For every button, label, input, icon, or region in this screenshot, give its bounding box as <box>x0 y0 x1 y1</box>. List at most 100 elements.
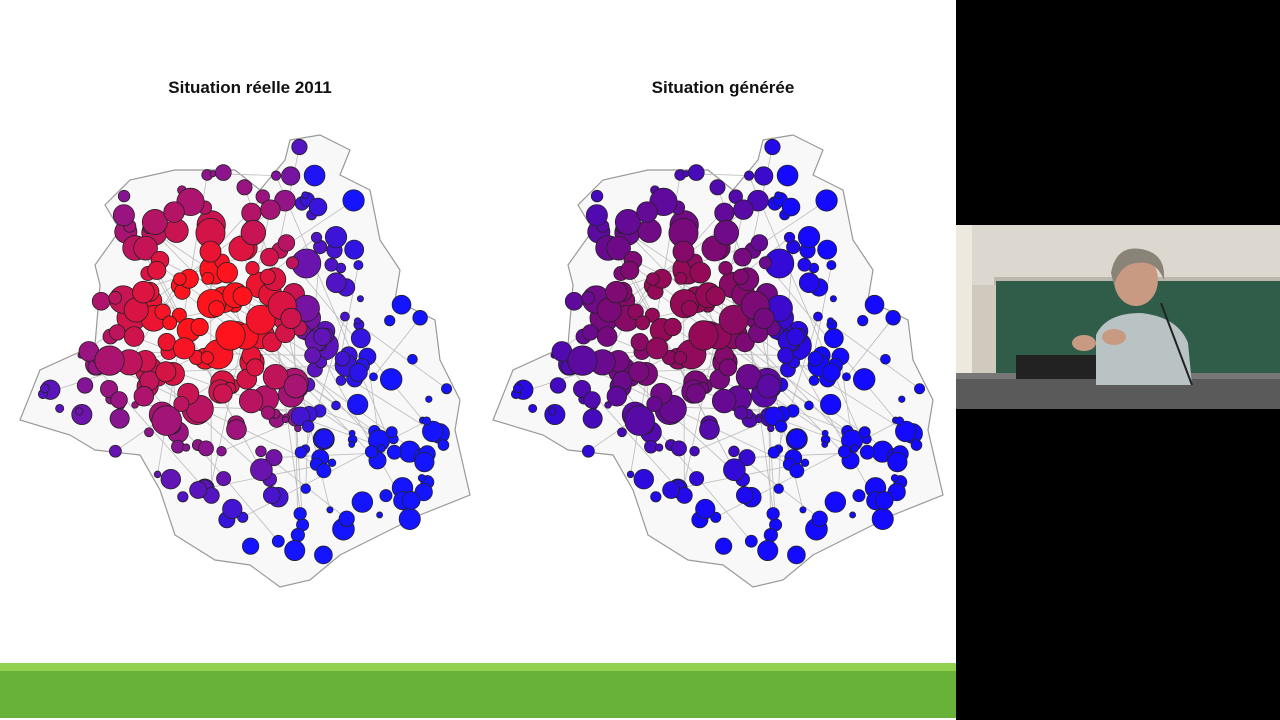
district-circle <box>898 395 906 403</box>
district-circle <box>242 537 260 555</box>
district-circle <box>864 294 885 315</box>
district-circle <box>723 458 746 482</box>
district-circle <box>108 444 122 458</box>
district-circle <box>695 498 716 520</box>
district-circle <box>544 404 566 426</box>
district-circle <box>310 231 323 244</box>
district-circle <box>513 383 523 394</box>
district-circle <box>154 303 171 320</box>
footer-highlight <box>0 663 956 671</box>
district-circle <box>199 240 222 263</box>
district-circle <box>826 260 837 271</box>
district-circle <box>688 164 705 181</box>
district-circle <box>385 426 398 439</box>
laptop <box>1016 355 1100 379</box>
district-circle <box>342 189 365 212</box>
district-circle <box>757 540 779 562</box>
district-circle <box>260 199 281 220</box>
district-circle <box>215 164 232 181</box>
district-border <box>846 317 894 377</box>
district-circle <box>583 391 601 409</box>
district-circle <box>398 508 421 531</box>
district-circle <box>314 545 333 565</box>
speaker-video[interactable] <box>956 225 1280 409</box>
district-circle <box>590 189 604 203</box>
district-circle <box>108 291 123 305</box>
district-circle <box>858 426 871 439</box>
district-circle <box>300 483 311 494</box>
district-circle <box>255 445 267 458</box>
district-circle <box>821 429 829 437</box>
district-circle <box>303 164 326 187</box>
district-circle <box>581 444 595 458</box>
district-circle <box>117 189 131 203</box>
district-circle <box>157 332 176 352</box>
district-circle <box>155 361 177 383</box>
district-circle <box>265 449 283 467</box>
district-circle <box>617 427 627 438</box>
district-circle <box>164 218 189 243</box>
district-circle <box>173 337 196 360</box>
district-circle <box>650 491 662 503</box>
district-circle <box>606 235 631 261</box>
district-circle <box>807 350 824 367</box>
district-circle <box>789 463 805 479</box>
district-circle <box>271 534 285 548</box>
district-circle <box>240 219 267 246</box>
district-circle <box>215 320 246 351</box>
district-circle <box>414 452 435 473</box>
district-circle <box>797 225 821 249</box>
district-circle <box>391 294 412 315</box>
district-circle <box>270 170 282 181</box>
district-circle <box>528 403 538 413</box>
district-circle <box>259 268 276 285</box>
district-circle <box>767 424 775 433</box>
district-circle <box>614 209 641 236</box>
district-circle <box>744 534 758 548</box>
district-circle <box>212 383 233 404</box>
district-circle <box>688 320 719 351</box>
district-circle <box>160 469 181 490</box>
district-circle <box>798 272 820 294</box>
map-real <box>19 134 471 588</box>
district-circle <box>222 498 243 520</box>
district-circle <box>245 261 260 276</box>
district-circle <box>624 405 655 436</box>
district-circle <box>732 268 749 285</box>
district-circle <box>245 304 276 335</box>
district-circle <box>767 446 780 459</box>
district-circle <box>777 347 794 364</box>
district-circle <box>735 486 754 505</box>
district-border <box>339 265 359 360</box>
district-circle <box>766 507 780 521</box>
district-circle <box>758 256 772 270</box>
district-circle <box>799 506 807 514</box>
district-circle <box>671 440 687 457</box>
district-circle <box>301 420 315 433</box>
district-circle <box>573 379 592 398</box>
district-border <box>373 317 421 377</box>
district-circle <box>379 368 403 391</box>
district-circle <box>673 351 688 365</box>
map-title-real: Situation réelle 2011 <box>168 78 332 97</box>
district-circle <box>620 260 640 280</box>
district-circle <box>606 386 628 407</box>
district-circle <box>91 292 111 311</box>
district-circle <box>817 239 838 260</box>
district-circle <box>200 351 215 365</box>
district-circle <box>144 427 154 438</box>
district-circle <box>738 449 756 467</box>
district-circle <box>246 358 265 377</box>
district-circle <box>177 491 189 503</box>
district-circle <box>773 483 784 494</box>
district-circle <box>636 201 658 223</box>
district-circle <box>689 261 711 284</box>
district-circle <box>133 386 155 407</box>
map-generated <box>492 134 944 588</box>
district-circle <box>324 225 348 249</box>
district-circle <box>338 510 355 527</box>
district-circle <box>386 444 402 460</box>
district-circle <box>895 416 905 426</box>
district-circle <box>663 317 682 337</box>
district-circle <box>852 368 876 391</box>
